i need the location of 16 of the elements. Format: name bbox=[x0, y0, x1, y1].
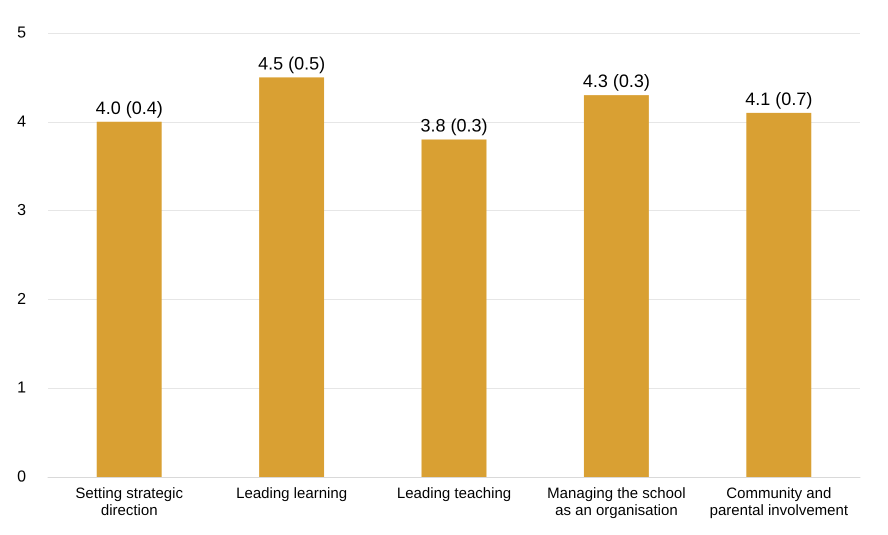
x-tick-label: Managing the school as an organisation bbox=[547, 485, 686, 519]
data-label: 4.5 (0.5) bbox=[258, 53, 326, 74]
x-tick-label: Setting strategic direction bbox=[75, 485, 184, 519]
data-label: 4.3 (0.3) bbox=[582, 71, 650, 92]
y-tick-label: 4 bbox=[17, 113, 26, 130]
y-tick-label: 5 bbox=[17, 24, 26, 42]
y-tick-label: 0 bbox=[17, 468, 26, 486]
y-tick-label: 2 bbox=[17, 290, 26, 308]
data-label: 4.1 (0.7) bbox=[745, 88, 812, 109]
data-label: 3.8 (0.3) bbox=[420, 116, 488, 136]
x-tick-label: Leading learning bbox=[236, 485, 348, 502]
y-tick-label: 3 bbox=[17, 202, 26, 220]
data-label: 4.0 (0.4) bbox=[96, 98, 163, 118]
x-tick-label: Community and parental involvement bbox=[710, 485, 849, 519]
x-tick-label: Leading teaching bbox=[396, 485, 512, 502]
y-tick-label: 1 bbox=[17, 380, 26, 397]
